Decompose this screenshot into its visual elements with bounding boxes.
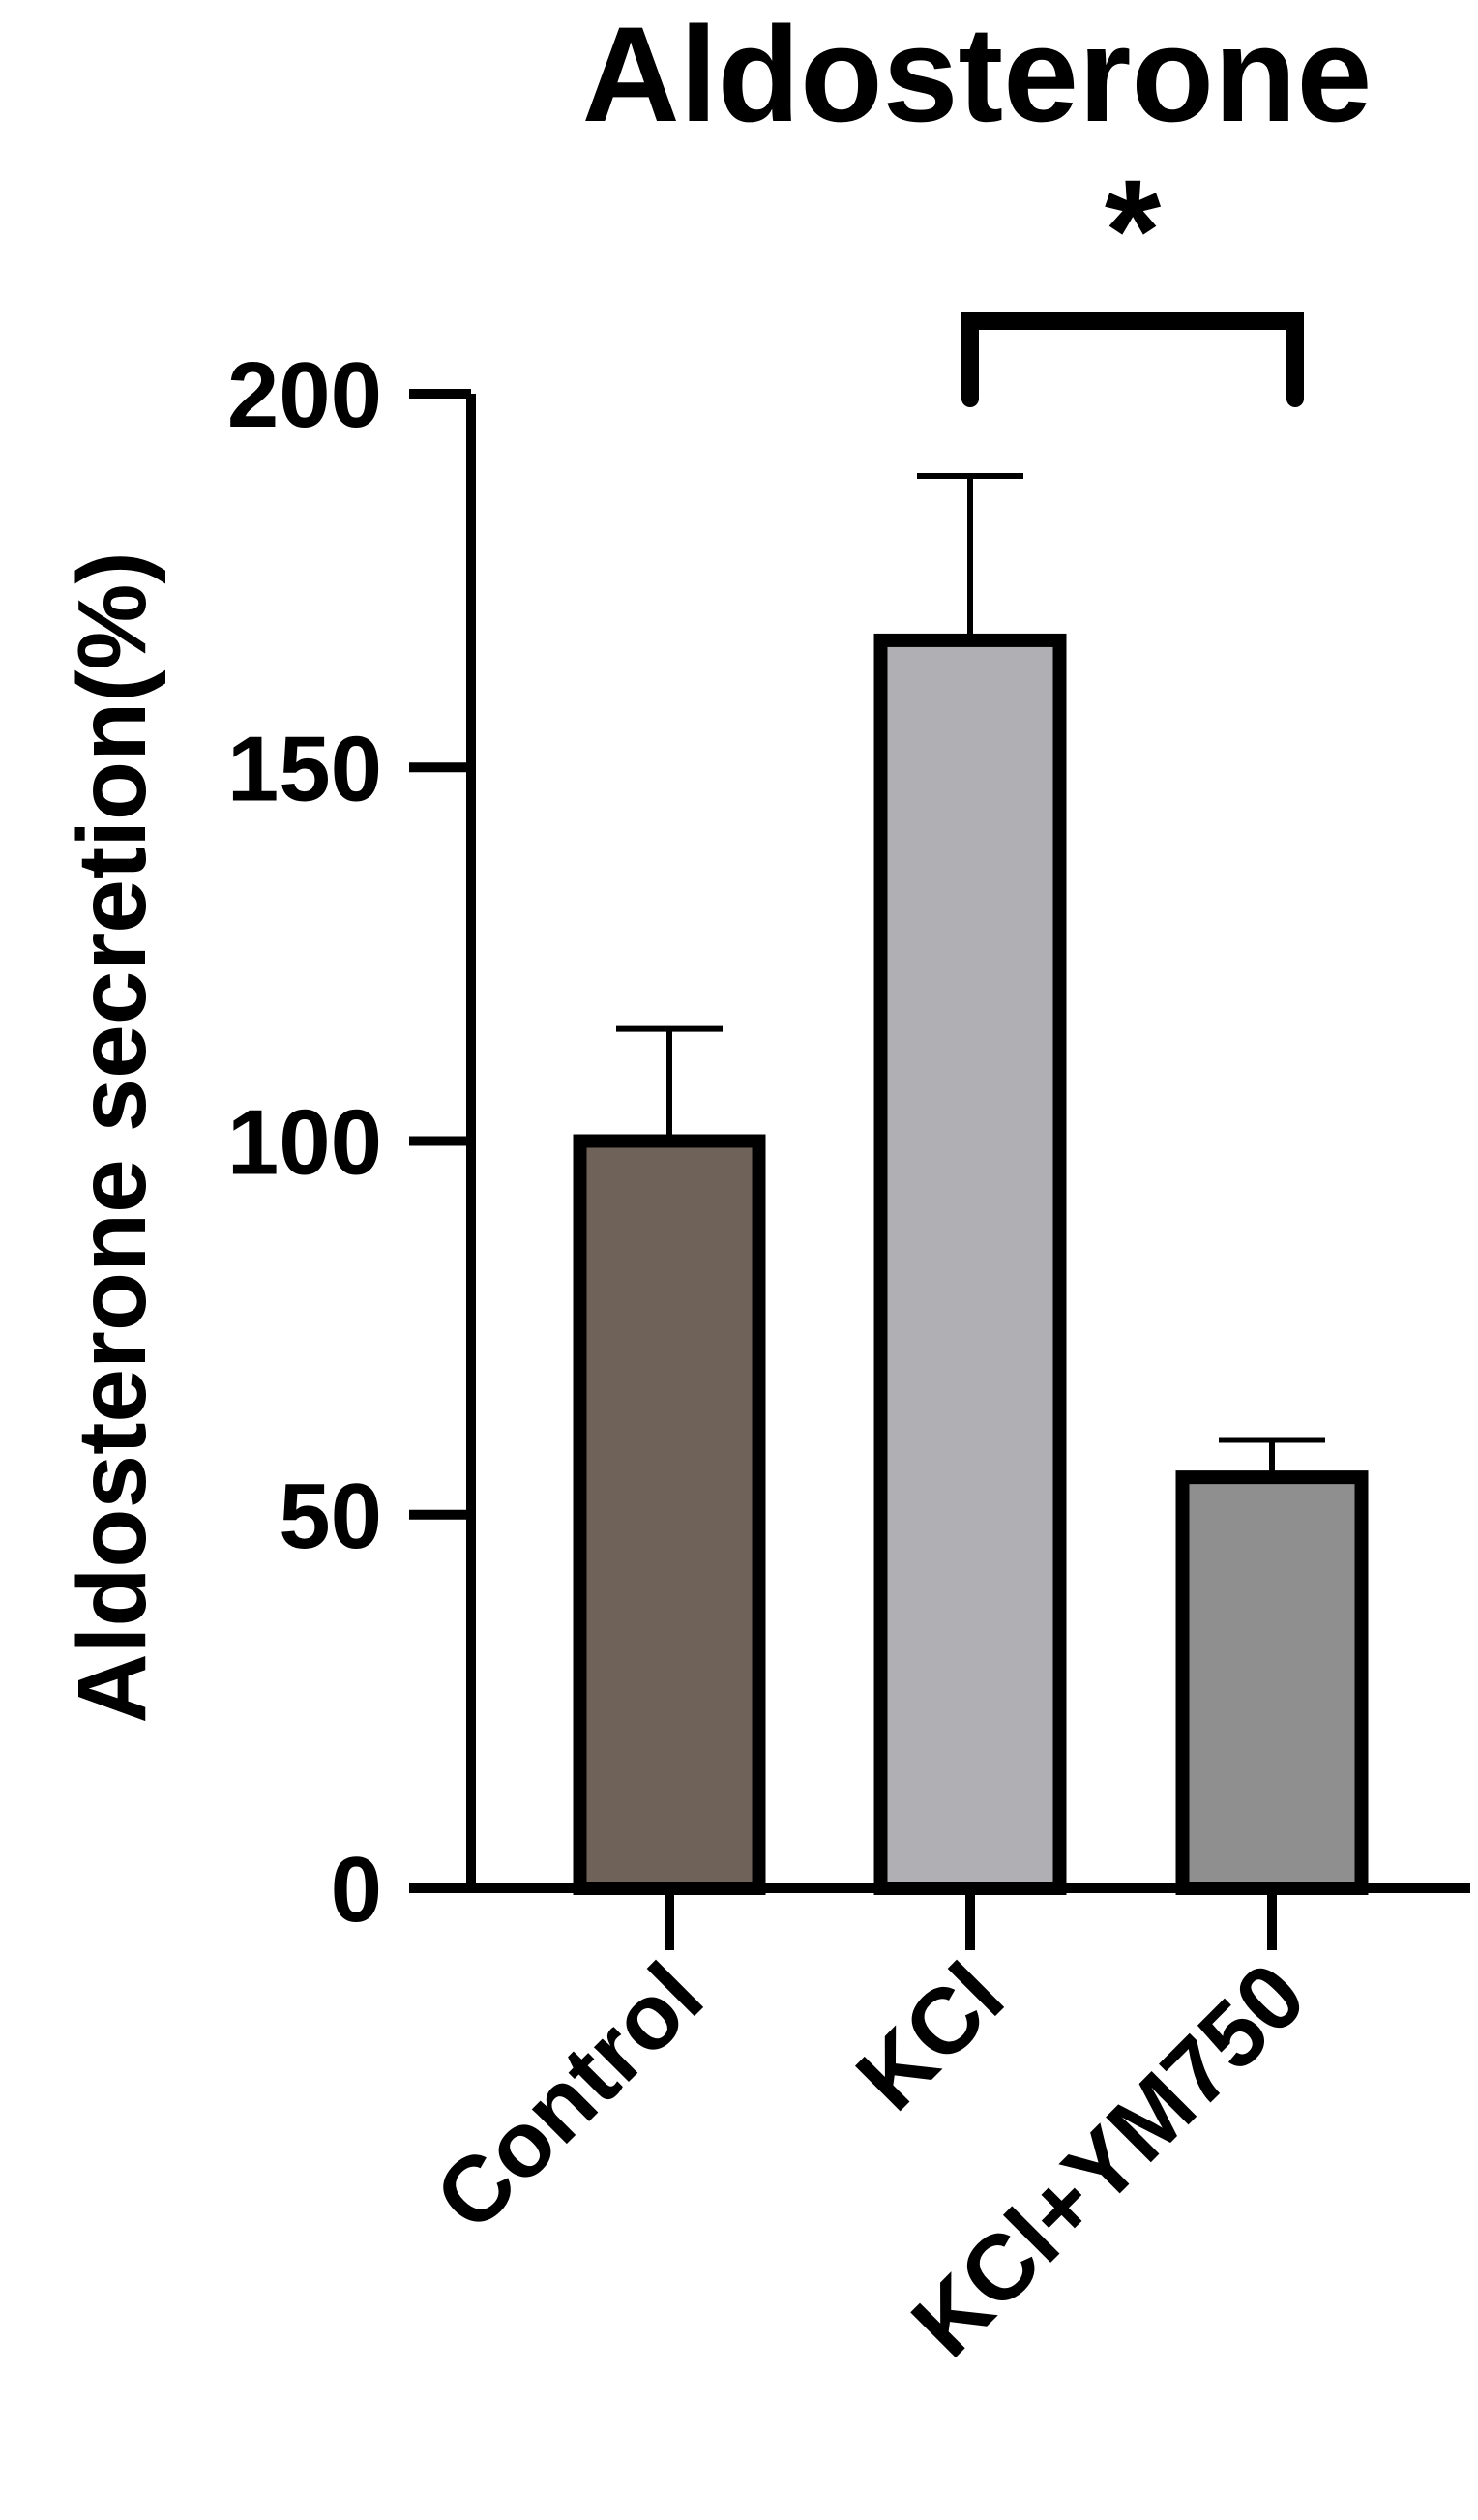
y-tick-label: 0 [331, 1838, 382, 1942]
y-axis-label: Aldosterone secretion(%) [58, 551, 166, 1723]
significance-star: * [1105, 149, 1162, 311]
bar [1175, 1470, 1369, 1895]
chart-title: Aldosterone [582, 0, 1373, 150]
y-tick-label: 50 [279, 1465, 382, 1568]
y-tick-label: 100 [227, 1091, 382, 1195]
bar [873, 633, 1067, 1895]
y-tick-label: 200 [227, 343, 382, 447]
bar [573, 1134, 766, 1895]
y-tick-label: 150 [227, 717, 382, 820]
significance-bracket [961, 312, 1304, 407]
x-tick-label: Control [416, 1943, 723, 2250]
x-tick-label: KCl [837, 1943, 1023, 2130]
